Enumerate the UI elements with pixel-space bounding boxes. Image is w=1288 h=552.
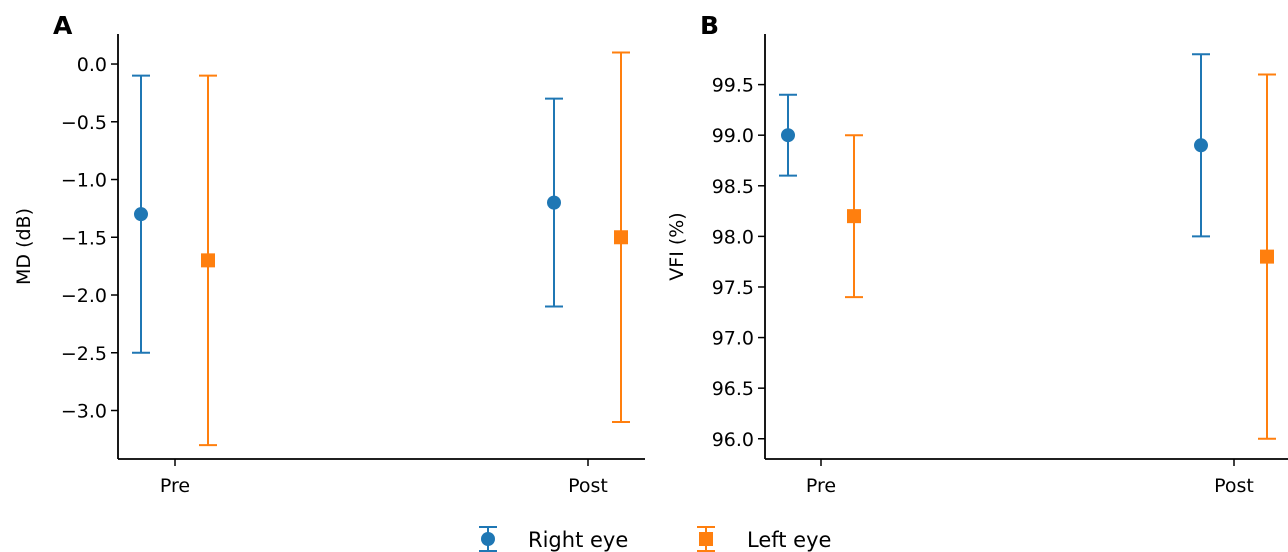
x-tick-label: Pre bbox=[160, 475, 190, 497]
y-tick-label: −3.0 bbox=[61, 400, 107, 422]
x-tick-label: Pre bbox=[806, 475, 836, 497]
data-point-circle bbox=[547, 195, 561, 210]
panel-label: A bbox=[53, 11, 73, 40]
legend-label: Right eye bbox=[528, 528, 628, 552]
y-tick-label: −1.5 bbox=[61, 227, 107, 249]
panel-b: B 99.5 99.0 98.5 98.0 97.5 97.0 96.5 96.0 Pre Post… bbox=[666, 11, 1288, 497]
legend-marker-circle bbox=[481, 532, 495, 546]
legend: Right eye Left eye bbox=[479, 526, 831, 552]
y-tick-label: −1.0 bbox=[61, 170, 107, 192]
y-tick-label: 97.0 bbox=[712, 328, 754, 350]
data-point-circle bbox=[1194, 138, 1208, 153]
data-point-square bbox=[614, 230, 628, 245]
legend-label: Left eye bbox=[747, 528, 831, 552]
data-point-square bbox=[1260, 249, 1274, 264]
y-axis-title: MD (dB) bbox=[13, 208, 35, 285]
legend-marker-square bbox=[699, 532, 713, 546]
y-tick-label: 97.5 bbox=[712, 277, 754, 299]
data-point-square bbox=[847, 209, 861, 224]
y-tick-label: 96.0 bbox=[712, 429, 754, 451]
x-tick-label: Post bbox=[568, 475, 608, 497]
panel-a: A0.0 −0.5 −1.0 −1.5 −2.0 −2.5 −3.0 Pre Post MD (d… bbox=[13, 11, 645, 497]
x-tick-label: Post bbox=[1214, 475, 1254, 497]
y-tick-label: 99.5 bbox=[712, 75, 754, 97]
y-tick-label: 99.0 bbox=[712, 125, 754, 147]
y-tick-label: −2.5 bbox=[61, 343, 107, 365]
data-point-circle bbox=[134, 207, 148, 222]
data-point-circle bbox=[781, 128, 795, 143]
panel-label: B bbox=[700, 11, 719, 40]
y-tick-label: −0.5 bbox=[61, 112, 107, 134]
y-tick-label: 0.0 bbox=[77, 54, 107, 76]
data-point-square bbox=[201, 253, 215, 268]
y-axis-title: VFI (%) bbox=[666, 212, 688, 280]
y-tick-label: 98.5 bbox=[712, 176, 754, 198]
y-tick-label: 96.5 bbox=[712, 378, 754, 400]
y-tick-label: −2.0 bbox=[61, 285, 107, 307]
y-tick-label: 98.0 bbox=[712, 226, 754, 248]
